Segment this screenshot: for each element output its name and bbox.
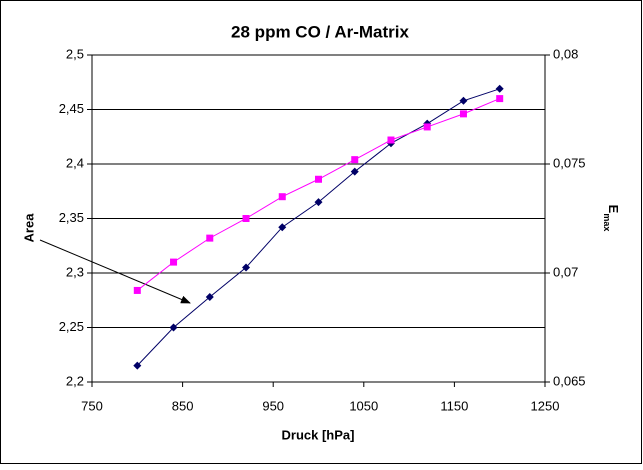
x-tick-label: 950 — [262, 398, 284, 413]
x-axis-label: Druck [hPa] — [282, 427, 355, 442]
marker — [206, 234, 214, 242]
y-tick-label: 2,5 — [66, 46, 84, 61]
marker — [496, 95, 504, 103]
marker — [133, 286, 141, 294]
marker — [314, 198, 323, 207]
y-tick-label: 2,45 — [59, 101, 84, 116]
marker — [459, 96, 468, 105]
y2-axis-label-sub: max — [602, 213, 612, 231]
y-tick-label: 2,4 — [66, 155, 84, 170]
marker — [278, 193, 286, 201]
y-tick-label: 2,2 — [66, 373, 84, 388]
y-tick-label: 2,25 — [59, 319, 84, 334]
marker — [242, 215, 250, 222]
y2-tick-label: 0,08 — [553, 46, 578, 61]
y2-tick-label: 0,065 — [553, 373, 586, 388]
marker — [495, 84, 504, 93]
marker — [351, 156, 359, 164]
marker — [169, 323, 178, 332]
chart-title: 28 ppm CO / Ar-Matrix — [231, 22, 409, 41]
y-tick-label: 2,3 — [66, 264, 84, 279]
marker — [350, 167, 359, 176]
marker — [170, 258, 178, 266]
y2-axis-label: Emax — [602, 205, 621, 232]
marker — [315, 175, 322, 183]
marker — [242, 263, 251, 272]
marker — [133, 361, 142, 370]
x-tick-label: 1250 — [531, 398, 560, 413]
x-tick-label: 850 — [172, 398, 194, 413]
marker — [205, 292, 214, 301]
y-axis-label: Area — [21, 213, 36, 243]
marker — [423, 123, 431, 131]
marker — [387, 136, 395, 144]
y-tick-label: 2,35 — [59, 210, 84, 225]
x-tick-label: 750 — [81, 398, 103, 413]
annotation-arrow — [39, 239, 191, 304]
marker — [278, 223, 287, 232]
x-tick-label: 1050 — [349, 398, 378, 413]
y2-tick-label: 0,07 — [553, 264, 578, 279]
marker — [459, 110, 467, 118]
x-tick-label: 1150 — [440, 398, 468, 413]
y2-tick-label: 0,075 — [553, 155, 586, 170]
y2-axis-label-main: E — [606, 205, 621, 214]
plot-area: 2,2 2,25 2,3 2,35 2,4 2,45 2,5 0,065 0,07 0,075 0,… — [59, 46, 586, 413]
